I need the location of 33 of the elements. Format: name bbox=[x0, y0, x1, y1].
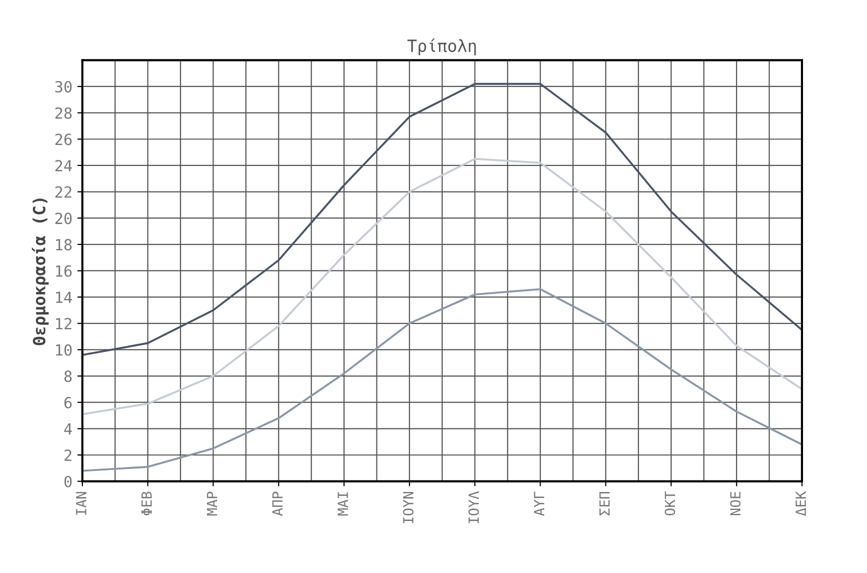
x-tick-label: ΦΕΒ bbox=[142, 492, 152, 516]
x-tick-label: ΝΟΕ bbox=[730, 492, 741, 516]
y-tick-label: 4 bbox=[64, 423, 72, 435]
x-tick-label: ΑΥΓ bbox=[534, 492, 544, 516]
y-tick-label: 18 bbox=[56, 238, 72, 250]
y-tick-label: 6 bbox=[64, 396, 72, 408]
y-tick-label: 10 bbox=[56, 344, 72, 356]
x-tick-label: ΙΑΝ bbox=[76, 492, 86, 515]
line-series bbox=[82, 82, 802, 356]
y-tick-label: 26 bbox=[55, 134, 72, 146]
line-series bbox=[82, 288, 802, 472]
y-tick-label: 22 bbox=[55, 186, 72, 198]
y-tick-label: 0 bbox=[64, 476, 72, 488]
y-tick-label: 2 bbox=[64, 450, 72, 461]
chart-title: Τρίπολη bbox=[407, 38, 476, 56]
y-tick-label: 12 bbox=[56, 318, 72, 330]
y-tick-label: 28 bbox=[55, 107, 72, 119]
x-tick-label: ΟΚΤ bbox=[664, 491, 676, 516]
y-tick-label: 24 bbox=[55, 160, 72, 172]
x-tick-label: ΙΟΥΝ bbox=[403, 492, 414, 524]
y-tick-label: 16 bbox=[56, 265, 72, 277]
line-series bbox=[82, 158, 802, 416]
y-tick-label: 30 bbox=[55, 80, 72, 93]
x-tick-label: ΜΑΡ bbox=[206, 492, 218, 516]
x-tick-label: ΑΠΡ bbox=[272, 492, 282, 516]
x-tick-label: ΔΕΚ bbox=[796, 491, 806, 516]
x-tick-label: ΜΑΙ bbox=[338, 492, 348, 516]
y-tick-label: 20 bbox=[55, 212, 72, 224]
x-tick-label: ΣΕΠ bbox=[599, 492, 610, 516]
y-tick-label: 8 bbox=[64, 370, 72, 382]
y-axis-title: Θερμοκρασία (C) bbox=[32, 198, 49, 346]
x-tick-label: ΙΟΥΛ bbox=[468, 491, 479, 524]
y-tick-label: 14 bbox=[56, 292, 72, 303]
